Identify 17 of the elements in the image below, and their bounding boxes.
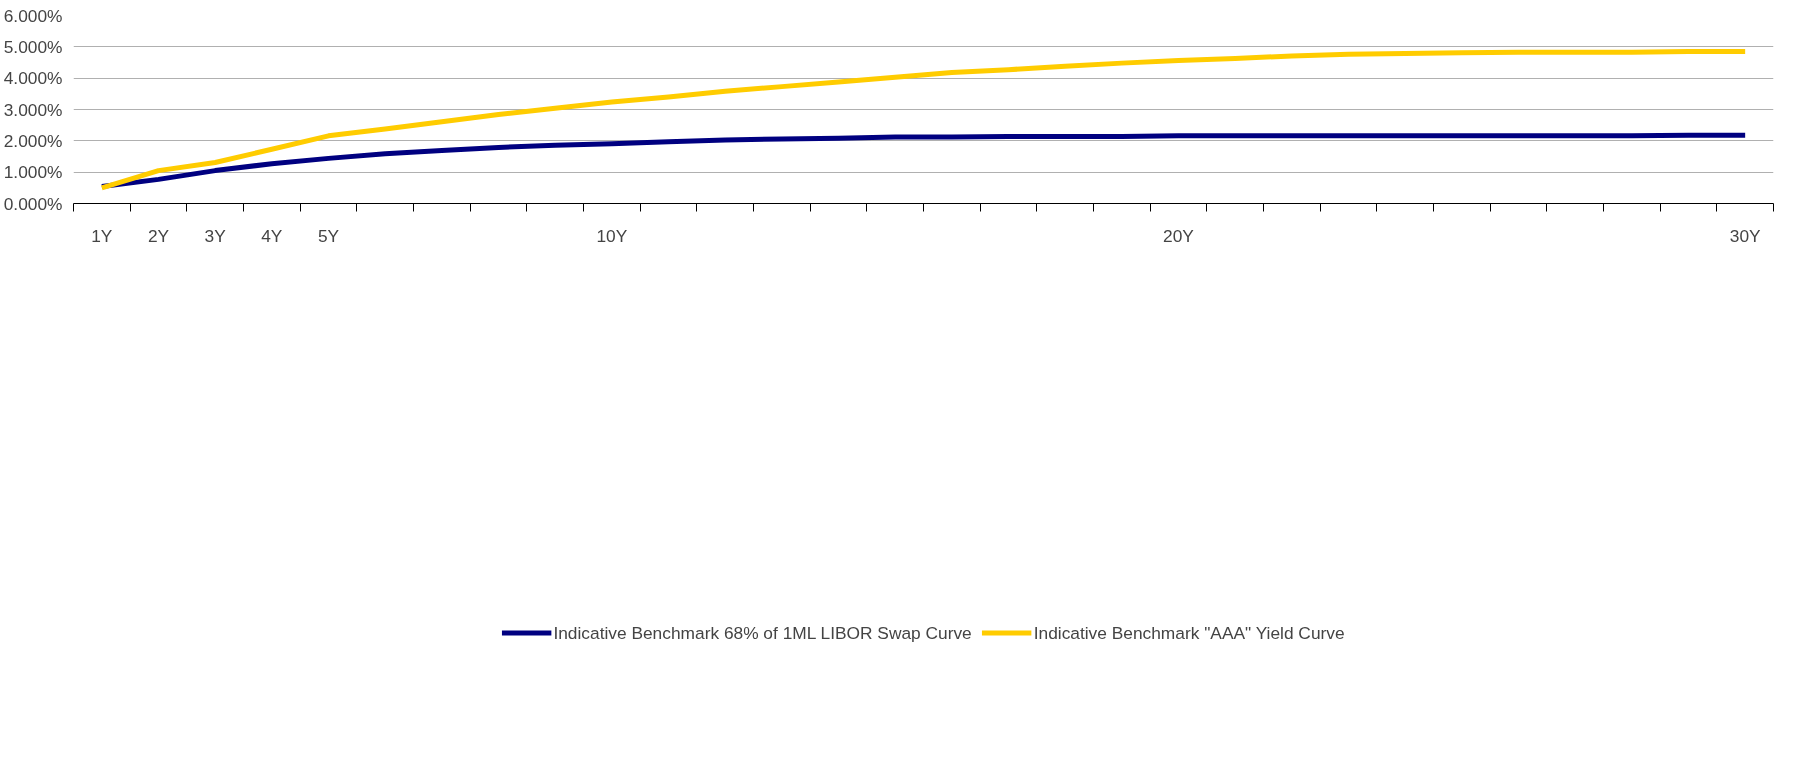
y-tick-label: 1.000% <box>3 162 63 183</box>
x-tick-label: 10Y <box>596 225 628 246</box>
y-tick-label: 2.000% <box>3 130 63 151</box>
legend-label: Indicative Benchmark "AAA" Yield Curve <box>1033 622 1345 644</box>
y-tick-label: 0.000% <box>3 193 63 214</box>
y-tick-label: 3.000% <box>3 99 63 120</box>
x-tick-label: 2Y <box>147 225 170 246</box>
y-tick-label: 6.000% <box>3 5 63 26</box>
x-tick-label: 30Y <box>1729 225 1762 246</box>
x-tick-label: 1Y <box>91 225 113 246</box>
x-tick-label: 3Y <box>204 225 227 246</box>
x-tick-label: 5Y <box>317 225 340 246</box>
y-tick-label: 4.000% <box>3 68 63 89</box>
x-tick-label: 20Y <box>1163 225 1195 246</box>
legend-label: Indicative Benchmark 68% of 1ML LIBOR Swap Curve <box>553 622 972 644</box>
x-tick-label: 4Y <box>261 225 283 246</box>
y-tick-label: 5.000% <box>3 36 63 57</box>
